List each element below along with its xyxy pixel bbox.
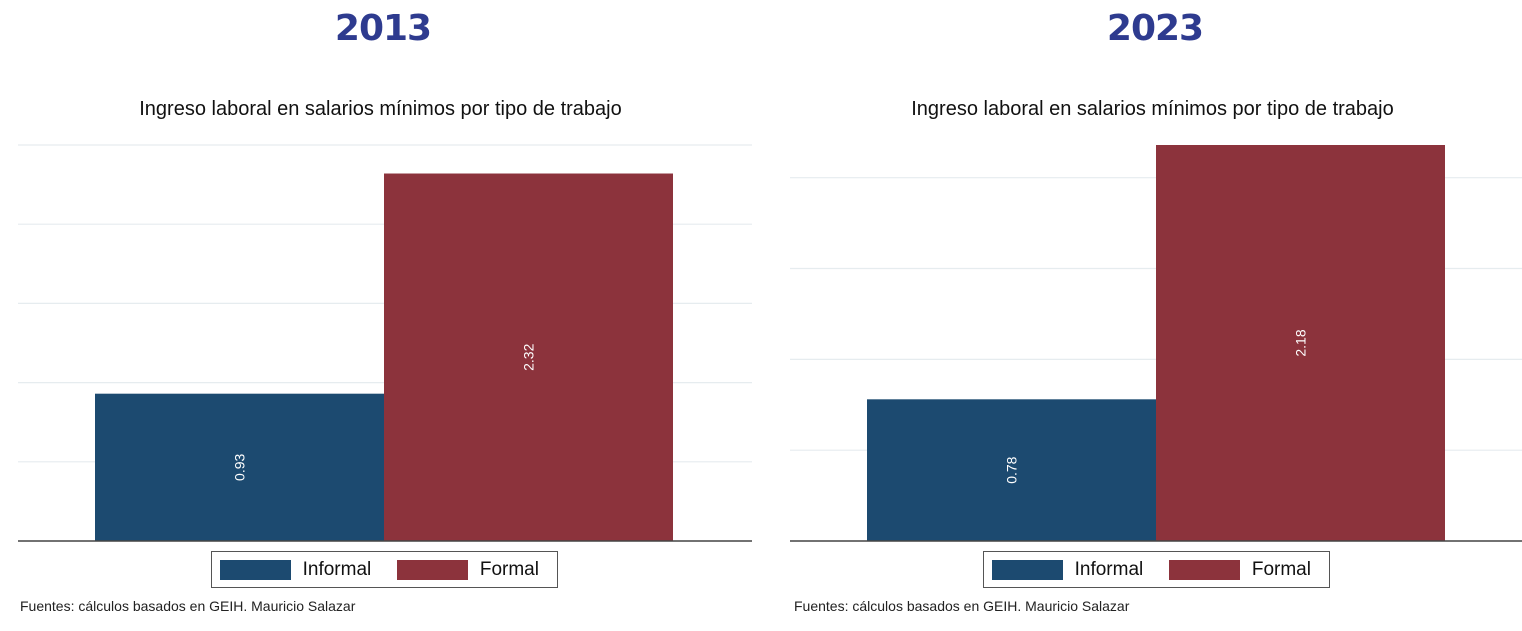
bar-informal — [95, 393, 384, 541]
year-heading: 2013 — [334, 8, 432, 49]
legend-label-formal: Formal — [1251, 558, 1311, 580]
source-note: Fuentes: cálculos basados en GEIH. Mauri… — [20, 598, 356, 614]
bar-formal — [1156, 145, 1445, 541]
chart-title: Ingreso laboral en salarios mínimos por … — [911, 98, 1394, 120]
year-heading: 2023 — [1106, 8, 1204, 49]
bar-formal — [384, 173, 673, 541]
bar-informal — [867, 399, 1156, 541]
data-label-formal: 2.32 — [521, 343, 537, 370]
legend-swatch-formal — [1169, 559, 1240, 580]
chart-panel-2013: 2013 Ingreso laboral en salarios mínimos… — [18, 8, 752, 614]
chart-panel-2023: 2023 Ingreso laboral en salarios mínimos… — [772, 0, 1522, 631]
chart-legend: Informal Formal — [983, 551, 1330, 588]
legend-label-informal: Informal — [302, 558, 372, 580]
legend-swatch-informal — [992, 559, 1063, 580]
bar-chart: 0.78 2.18 — [790, 145, 1522, 542]
data-label-formal: 2.18 — [1293, 329, 1309, 356]
data-label-informal: 0.93 — [232, 454, 248, 481]
legend-swatch-informal — [220, 559, 291, 580]
legend-swatch-formal — [397, 559, 468, 580]
source-note: Fuentes: cálculos basados en GEIH. Mauri… — [794, 598, 1130, 614]
chart-legend: Informal Formal — [211, 551, 558, 588]
chart-title: Ingreso laboral en salarios mínimos por … — [139, 98, 622, 120]
data-label-informal: 0.78 — [1004, 456, 1020, 483]
legend-label-informal: Informal — [1074, 558, 1144, 580]
bar-chart: 0.93 2.32 — [18, 144, 752, 542]
legend-label-formal: Formal — [479, 558, 539, 580]
